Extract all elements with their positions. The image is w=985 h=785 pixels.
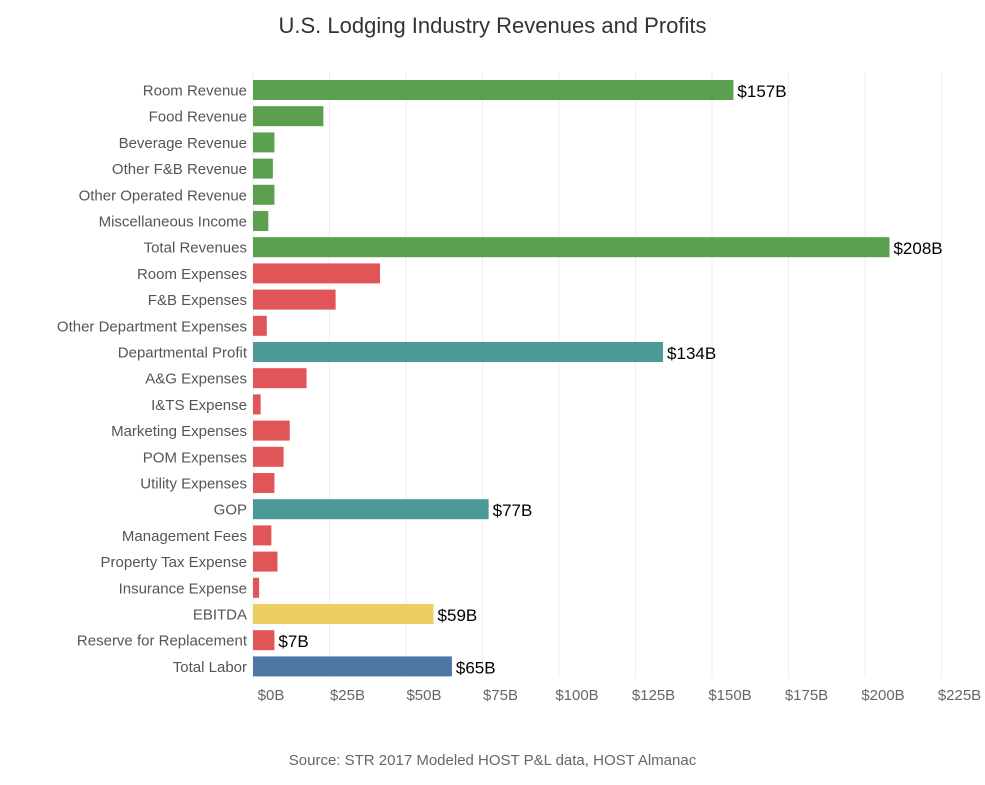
category-label: A&G Expenses xyxy=(145,371,247,388)
bar-19 xyxy=(253,577,260,598)
data-label: $65B xyxy=(456,658,496,677)
bar-21 xyxy=(253,630,275,651)
bar-8 xyxy=(253,289,336,310)
data-labels: $157B $208B $134B $77B $59B $7B $65B xyxy=(278,82,942,677)
x-tick-label: $50B xyxy=(406,687,441,704)
bar-17 xyxy=(253,525,272,546)
category-label: Room Revenue xyxy=(143,83,247,100)
x-tick-label: $125B xyxy=(632,687,675,704)
bar-13 xyxy=(253,420,290,441)
bar-chart: Room Revenue Food Revenue Beverage Revenue… xyxy=(57,72,982,704)
bar-16 xyxy=(253,499,489,520)
bar-22 xyxy=(253,656,452,677)
category-labels: Room Revenue Food Revenue Beverage Revenue… xyxy=(57,83,248,676)
bar-20 xyxy=(253,604,434,624)
category-label: Management Fees xyxy=(122,528,247,545)
data-label: $7B xyxy=(278,632,308,651)
category-label: Reserve for Replacement xyxy=(77,633,248,650)
data-label: $59B xyxy=(438,606,478,625)
category-label: Other Operated Revenue xyxy=(79,187,247,204)
x-tick-label: $200B xyxy=(861,687,904,704)
data-label: $134B xyxy=(667,344,716,363)
x-tick-label: $150B xyxy=(708,687,751,704)
data-label: $157B xyxy=(737,82,786,101)
data-label: $77B xyxy=(493,501,533,520)
bar-5 xyxy=(253,211,269,231)
bar-18 xyxy=(253,551,278,572)
x-tick-label: $0B xyxy=(258,687,285,704)
gridlines xyxy=(252,72,942,678)
category-label: Other F&B Revenue xyxy=(112,161,247,178)
category-label: Total Labor xyxy=(173,659,247,676)
category-label: Room Expenses xyxy=(137,266,247,283)
bar-2 xyxy=(253,132,275,153)
bar-12 xyxy=(253,394,261,415)
bar-4 xyxy=(253,184,275,205)
bar-10 xyxy=(253,342,664,362)
category-label: Food Revenue xyxy=(149,109,247,126)
bar-6 xyxy=(253,237,890,258)
x-tick-label: $175B xyxy=(785,687,828,704)
category-label: Utility Expenses xyxy=(140,476,247,493)
x-tick-label: $25B xyxy=(330,687,365,704)
bars xyxy=(253,80,890,677)
category-label: Property Tax Expense xyxy=(101,554,247,571)
category-label: Miscellaneous Income xyxy=(99,214,247,231)
chart-title: U.S. Lodging Industry Revenues and Profi… xyxy=(278,13,707,38)
x-tick-label: $225B xyxy=(938,687,981,704)
bar-14 xyxy=(253,446,284,467)
category-label: Total Revenues xyxy=(144,240,247,257)
category-label: Marketing Expenses xyxy=(111,423,247,440)
category-label: I&TS Expense xyxy=(151,397,247,414)
bar-1 xyxy=(253,106,324,127)
x-axis-ticks: $0B $25B $50B $75B $100B $125B $150B $175B $200B… xyxy=(258,687,982,704)
x-tick-label: $100B xyxy=(555,687,598,704)
category-label: F&B Expenses xyxy=(148,292,247,309)
bar-3 xyxy=(253,158,273,179)
category-label: EBITDA xyxy=(193,607,247,624)
data-label: $208B xyxy=(893,239,942,258)
category-label: GOP xyxy=(214,502,247,519)
x-tick-label: $75B xyxy=(483,687,518,704)
bar-9 xyxy=(253,315,267,336)
source-note: Source: STR 2017 Modeled HOST P&L data, … xyxy=(288,752,697,769)
category-label: Other Department Expenses xyxy=(57,318,247,335)
category-label: Beverage Revenue xyxy=(119,135,247,152)
bar-15 xyxy=(253,473,275,493)
bar-0 xyxy=(253,80,734,100)
category-label: POM Expenses xyxy=(143,449,247,466)
category-label: Insurance Expense xyxy=(119,580,247,597)
category-label: Departmental Profit xyxy=(118,345,248,362)
bar-11 xyxy=(253,368,307,389)
bar-7 xyxy=(253,263,380,284)
